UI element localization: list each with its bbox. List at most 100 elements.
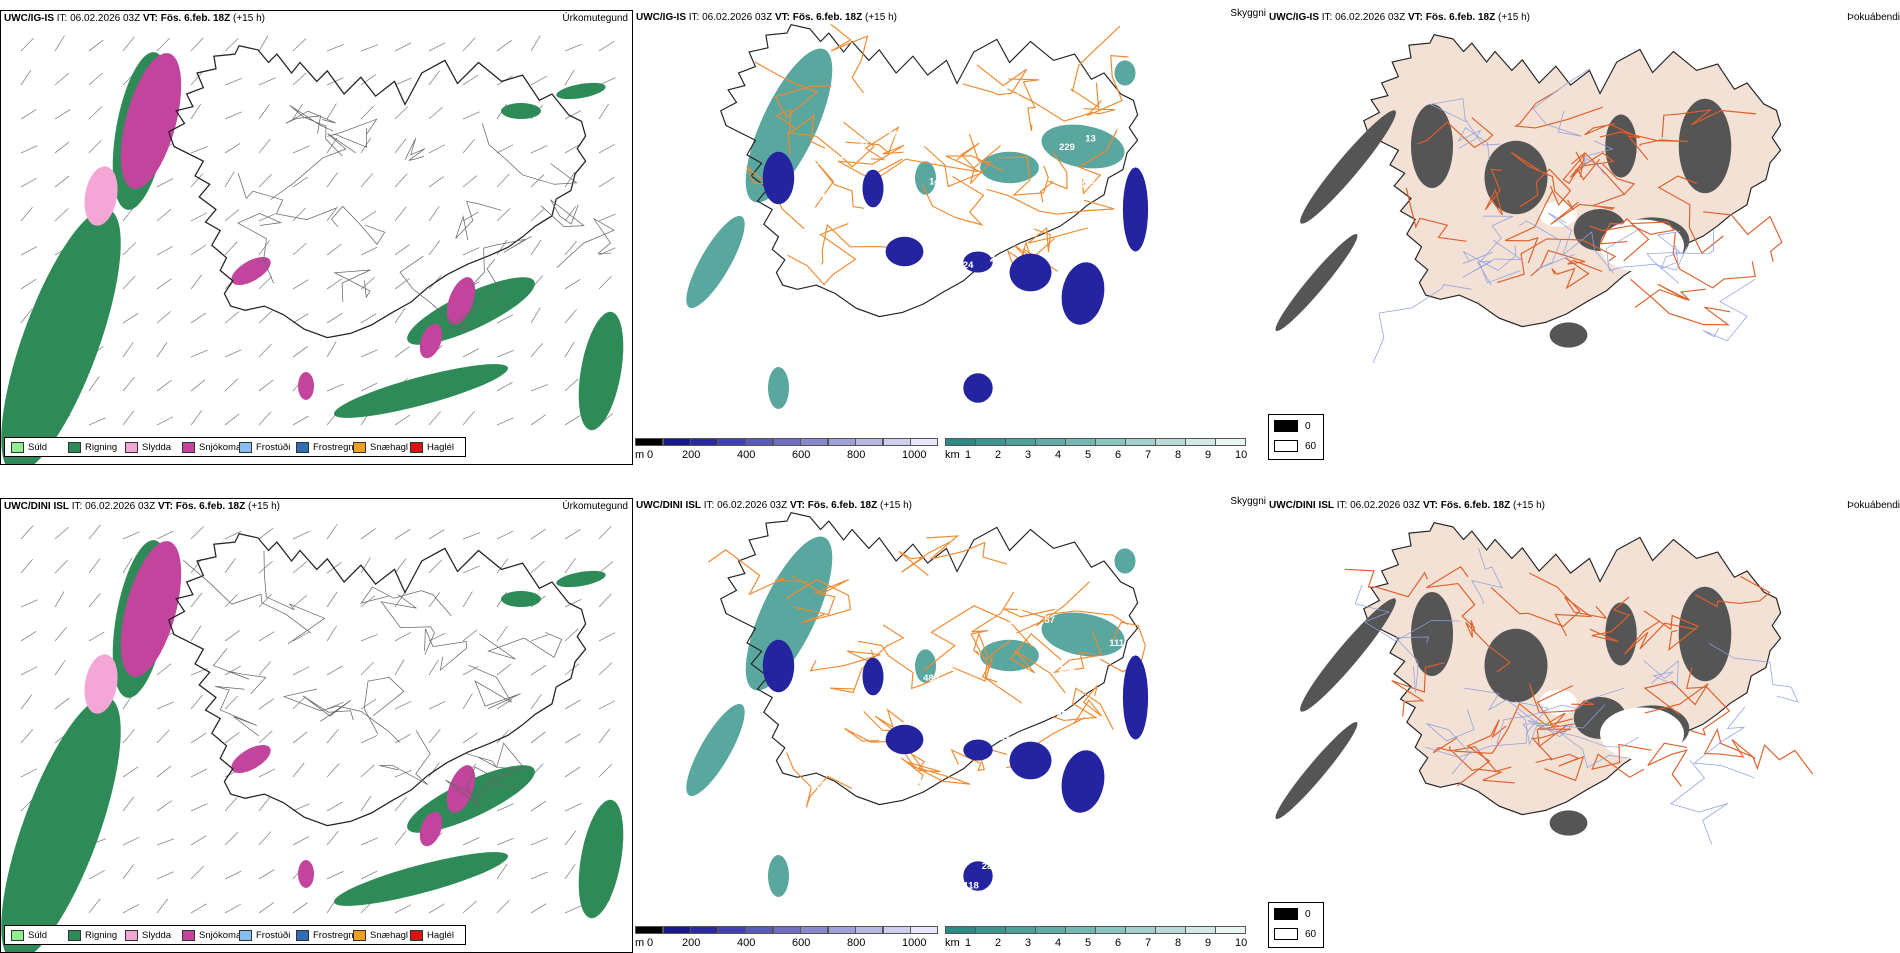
wind-barb xyxy=(190,173,204,188)
wind-barb xyxy=(360,349,378,358)
road-line xyxy=(898,541,950,577)
road-line xyxy=(1027,226,1088,253)
wind-barb xyxy=(292,72,307,86)
ceiling-label: 365 xyxy=(841,844,857,855)
road-line xyxy=(1551,257,1590,290)
road-line xyxy=(829,624,905,694)
wind-barb xyxy=(224,870,242,880)
fog-title: Þokuábendi xyxy=(1847,12,1900,23)
road-line xyxy=(466,766,518,808)
wind-barb xyxy=(496,837,514,846)
ceiling-label: 230 xyxy=(1054,576,1070,587)
wind-barb xyxy=(88,139,102,154)
wind-barb xyxy=(326,103,337,120)
wind-barb xyxy=(598,213,616,222)
wind-barb xyxy=(564,905,582,914)
valid-time-label: VT: xyxy=(1422,500,1438,511)
legend-swatch xyxy=(296,442,309,453)
wind-barb xyxy=(394,77,412,86)
colorbar-segment xyxy=(827,926,856,934)
colorbar-segment xyxy=(1125,438,1156,446)
wind-barb xyxy=(224,413,240,426)
legend-label: Snjókoma xyxy=(199,930,242,941)
colorbar-segment xyxy=(1155,926,1186,934)
ceiling-label: 120 xyxy=(811,780,827,791)
wind-barb xyxy=(20,37,34,52)
fog-area xyxy=(1678,98,1732,194)
wind-barb xyxy=(564,599,582,608)
wind-barb xyxy=(564,341,575,358)
wind-barb xyxy=(122,766,139,778)
wind-barb xyxy=(394,558,407,574)
low-ceiling-area xyxy=(1122,167,1149,252)
wind-barb xyxy=(258,343,272,358)
road-line xyxy=(1624,620,1697,655)
wind-barb xyxy=(88,898,101,914)
colorbar-tick: 9 xyxy=(1205,937,1212,949)
wind-barb xyxy=(292,731,308,744)
coastline xyxy=(167,44,587,339)
wind-barb xyxy=(598,143,615,154)
ceiling-label: 88 xyxy=(1006,801,1017,812)
ceiling-visibility-panel: 400 335 262 14 13 181 167 124 84 229 117 115 116 104 1… xyxy=(633,8,1266,465)
legend-swatch xyxy=(182,442,195,453)
colorbar-tick: 800 xyxy=(847,449,866,461)
wind-barb xyxy=(20,666,38,676)
fog-area xyxy=(1411,592,1453,676)
wind-barb xyxy=(394,244,410,256)
wind-barb xyxy=(224,171,235,188)
ceiling-label: 13 xyxy=(1085,134,1096,145)
wind-barb xyxy=(496,144,514,154)
low-visibility-area xyxy=(1114,548,1136,574)
legend-swatch xyxy=(353,930,366,941)
wind-barb xyxy=(496,39,512,52)
colorbar-segment xyxy=(1005,438,1036,446)
wind-barb xyxy=(394,138,407,154)
legend-item: Snjókoma xyxy=(182,442,241,453)
road-line xyxy=(1009,633,1066,694)
road-line xyxy=(1497,238,1617,284)
wind-barb xyxy=(326,763,340,778)
legend-label: Frostúði xyxy=(256,930,291,941)
wind-barb xyxy=(190,146,208,154)
road-line xyxy=(785,578,852,624)
visibility-unit: km xyxy=(945,449,960,461)
road-line xyxy=(1554,596,1608,637)
road-line xyxy=(970,591,1015,661)
ceiling-unit: m xyxy=(635,449,645,461)
low-ceiling-area xyxy=(963,739,993,761)
road-line xyxy=(1718,742,1814,775)
wind-barb xyxy=(360,137,372,154)
wind-barb xyxy=(462,665,479,676)
road-line xyxy=(952,632,989,682)
wind-barb xyxy=(462,247,480,256)
road-line xyxy=(1643,660,1679,688)
wind-barb xyxy=(428,592,441,608)
wind-barb xyxy=(360,870,378,880)
wind-barb xyxy=(530,174,545,188)
wind-barb xyxy=(156,209,172,222)
road-line xyxy=(1599,217,1650,262)
wind-barb xyxy=(122,796,135,812)
colorbar-segment xyxy=(910,926,938,934)
road-line xyxy=(556,218,615,268)
legend-item: Snjókoma xyxy=(182,930,241,941)
wind-barb xyxy=(530,800,547,812)
wind-barb xyxy=(88,869,105,880)
road-line xyxy=(1703,727,1756,760)
wind-barb xyxy=(462,348,480,358)
wind-barb xyxy=(122,313,139,324)
road-line xyxy=(1405,187,1467,242)
init-time-label: IT: xyxy=(1336,500,1348,511)
wind-barb xyxy=(530,837,548,846)
colorbar-segment xyxy=(1095,926,1126,934)
wind-barb xyxy=(190,625,202,642)
road-line xyxy=(1496,687,1625,745)
ceiling-label: 97 xyxy=(818,754,829,765)
wind-barb xyxy=(598,632,616,642)
legend-label: Frostregn xyxy=(313,930,354,941)
road-line xyxy=(981,655,1023,704)
wind-barb xyxy=(564,628,579,642)
wind-barb xyxy=(190,103,202,120)
wind-barb xyxy=(20,559,34,574)
